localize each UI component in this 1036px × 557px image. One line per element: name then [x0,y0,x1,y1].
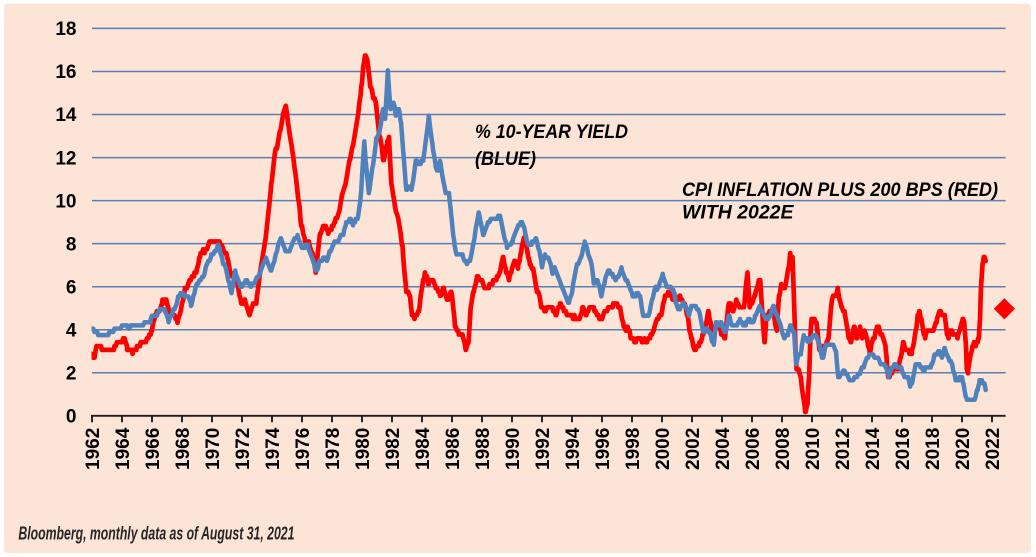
svg-text:1962: 1962 [83,428,104,470]
svg-text:2004: 2004 [713,427,734,470]
svg-text:2006: 2006 [743,428,764,470]
svg-text:1982: 1982 [383,428,404,470]
svg-text:4: 4 [66,320,77,341]
svg-text:16: 16 [55,62,76,83]
svg-text:1966: 1966 [143,428,164,470]
svg-text:6: 6 [66,277,77,298]
svg-text:2002: 2002 [683,428,704,470]
svg-text:1998: 1998 [623,428,644,470]
svg-text:2018: 2018 [923,428,944,470]
svg-text:Bloomberg, monthly data as of: Bloomberg, monthly data as of August 31,… [18,524,294,544]
svg-text:2014: 2014 [863,427,884,470]
svg-text:1996: 1996 [593,428,614,470]
svg-text:1986: 1986 [443,428,464,470]
svg-text:1972: 1972 [233,428,254,470]
svg-text:10: 10 [55,191,76,212]
svg-text:14: 14 [55,105,77,126]
svg-text:0: 0 [66,407,77,428]
svg-text:WITH 2022E: WITH 2022E [682,203,795,224]
svg-text:1990: 1990 [503,428,524,470]
svg-text:2016: 2016 [893,428,914,470]
svg-text:1984: 1984 [413,427,434,470]
svg-text:18: 18 [55,19,76,40]
svg-text:1992: 1992 [533,428,554,470]
svg-text:2008: 2008 [773,428,794,470]
svg-text:% 10-YEAR YIELD: % 10-YEAR YIELD [475,122,628,143]
svg-text:2012: 2012 [833,428,854,470]
svg-text:1976: 1976 [293,428,314,470]
svg-text:2: 2 [66,364,77,385]
svg-text:1980: 1980 [353,428,374,470]
svg-text:CPI INFLATION PLUS 200 BPS (RE: CPI INFLATION PLUS 200 BPS (RED) [682,180,998,201]
svg-text:8: 8 [66,234,77,255]
svg-text:2000: 2000 [653,428,674,470]
svg-text:2020: 2020 [953,428,974,470]
svg-text:1964: 1964 [113,427,134,470]
svg-text:(BLUE): (BLUE) [475,149,536,170]
svg-text:1968: 1968 [173,428,194,470]
svg-text:2022: 2022 [983,428,1004,470]
svg-text:1978: 1978 [323,428,344,470]
svg-text:1988: 1988 [473,428,494,470]
svg-text:1994: 1994 [563,427,584,470]
svg-text:1970: 1970 [203,428,224,470]
svg-text:12: 12 [55,148,76,169]
svg-text:2010: 2010 [803,428,824,470]
svg-text:1974: 1974 [263,427,284,470]
